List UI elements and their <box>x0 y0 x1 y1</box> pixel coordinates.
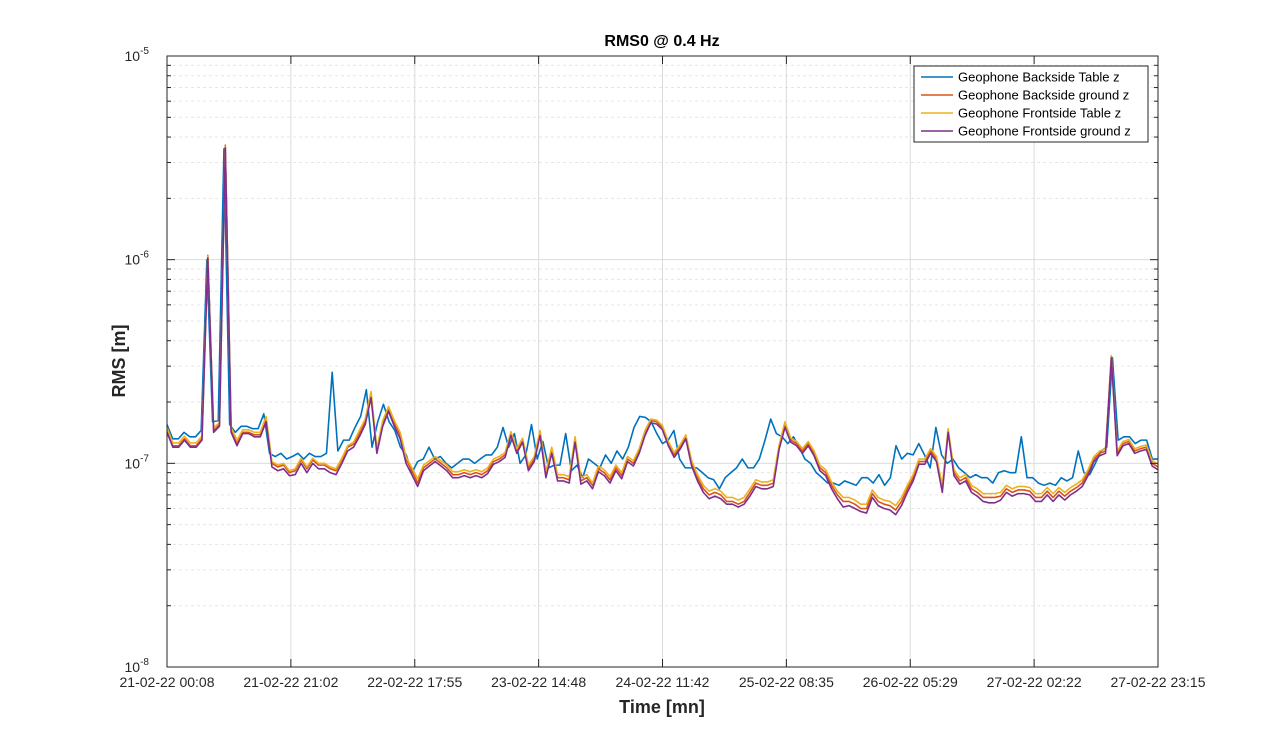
x-tick-label: 27-02-22 23:15 <box>1111 674 1206 690</box>
y-tick-label: 10-7 <box>125 453 150 471</box>
x-tick-label: 21-02-22 21:02 <box>243 674 338 690</box>
series-line-3 <box>166 145 1159 507</box>
y-tick-label: 10-6 <box>125 250 150 268</box>
x-tick-label: 26-02-22 05:29 <box>863 674 958 690</box>
ticks: 21-02-22 00:08 21-02-22 21:02 22-02-22 17:… <box>120 46 1206 690</box>
y-tick-label: 10-8 <box>125 657 150 675</box>
legend-entry: Geophone Backside Table z <box>958 70 1120 85</box>
plot-area: 21-02-22 00:08 21-02-22 21:02 22-02-22 17:… <box>120 46 1206 690</box>
legend: Geophone Backside Table z Geophone Backsi… <box>913 65 1149 143</box>
legend-entry: Geophone Frontside ground z <box>958 124 1131 139</box>
x-tick-label: 24-02-22 11:42 <box>616 674 710 690</box>
chart-title: RMS0 @ 0.4 Hz <box>604 33 719 50</box>
series-layer <box>166 144 1159 516</box>
x-tick-label: 22-02-22 17:55 <box>367 674 462 690</box>
x-tick-label: 23-02-22 14:48 <box>491 674 586 690</box>
x-axis-label: Time [mn] <box>619 697 705 717</box>
x-tick-label: 21-02-22 00:08 <box>120 674 215 690</box>
x-tick-label: 27-02-22 02:22 <box>987 674 1082 690</box>
legend-entry: Geophone Backside ground z <box>958 88 1129 103</box>
y-axis-label: RMS [m] <box>109 325 129 398</box>
y-tick-label: 10-5 <box>125 46 150 64</box>
series-line-4 <box>166 146 1159 516</box>
legend-entry: Geophone Frontside Table z <box>958 106 1121 121</box>
series-line-1 <box>166 148 1158 490</box>
x-tick-label: 25-02-22 08:35 <box>739 674 834 690</box>
legend-box <box>913 65 1149 143</box>
